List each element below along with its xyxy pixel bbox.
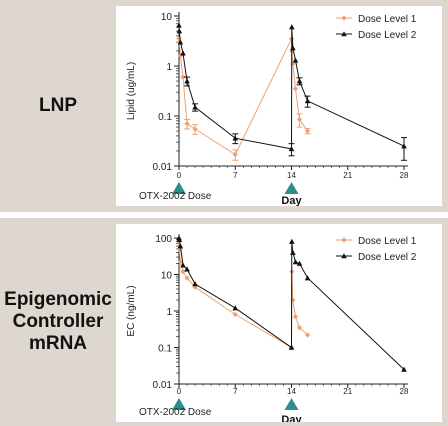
- dose-marker-icon: [284, 182, 299, 194]
- chart-panel-ec: 0.01 0.1 1 10 100 0 7 14 21 28 EC (ng/mL) Day OTX-20…: [116, 224, 442, 422]
- legend-label: Dose Level 2: [358, 30, 417, 41]
- data-point: [296, 78, 303, 84]
- data-point: [177, 39, 184, 45]
- data-point: [292, 57, 299, 63]
- data-point: [177, 243, 184, 249]
- data-point: [290, 45, 296, 51]
- data-point: [184, 266, 190, 272]
- y-tick-label: 100: [155, 234, 172, 245]
- data-point: [176, 28, 183, 34]
- data-point: [184, 275, 190, 281]
- legend-swatch-marker: [341, 31, 347, 37]
- y-tick-label: 0.1: [158, 112, 172, 123]
- data-point: [288, 146, 295, 152]
- legend-swatch-marker: [341, 237, 347, 243]
- legend-label: Dose Level 1: [358, 236, 417, 247]
- x-tick-label: 14: [287, 171, 296, 180]
- data-point: [176, 22, 182, 28]
- data-point: [184, 121, 190, 127]
- x-tick-label: 7: [233, 387, 238, 396]
- panel-band-ec: Epigenomic Controller mRNA 0.01 0.1 1 10 100…: [0, 218, 448, 426]
- series-line-1: [178, 38, 309, 156]
- data-point: [289, 24, 295, 30]
- x-tick-label: 0: [177, 171, 182, 180]
- dose-marker-icon: [172, 398, 186, 410]
- data-point: [401, 143, 407, 149]
- data-point: [290, 297, 296, 303]
- y-tick-label: 10: [161, 12, 173, 23]
- y-tick-label: 0.1: [158, 344, 172, 355]
- data-point: [401, 366, 407, 372]
- y-tick-label: 10: [161, 271, 173, 282]
- x-tick-label: 14: [287, 387, 296, 396]
- data-point: [292, 314, 299, 320]
- y-tick-label: 0.01: [153, 380, 173, 391]
- data-point: [180, 74, 186, 80]
- x-axis-label: Day: [281, 414, 302, 422]
- x-tick-label: 28: [400, 387, 409, 396]
- data-point: [180, 262, 186, 268]
- data-point: [176, 236, 183, 242]
- data-point: [232, 151, 238, 158]
- x-tick-label: 7: [233, 171, 238, 180]
- y-tick-label: 1: [166, 307, 172, 318]
- series-line-1: [178, 241, 308, 349]
- data-point: [289, 238, 295, 244]
- dose-marker-icon: [284, 398, 299, 410]
- data-point: [180, 269, 186, 275]
- lipid-chart: 0.01 0.1 1 10 0 7 14 21 28 Lipid (ug/mL) Day OTX-20…: [126, 12, 417, 206]
- data-point: [192, 104, 198, 110]
- x-tick-label: 21: [343, 171, 352, 180]
- dose-label: OTX-2002 Dose: [139, 191, 212, 202]
- chart-panel-lnp: 0.01 0.1 1 10 0 7 14 21 28 Lipid (ug/mL) Day OTX-20…: [116, 6, 442, 206]
- data-point: [176, 36, 182, 42]
- y-axis-label: Lipid (ug/mL): [126, 62, 137, 120]
- data-point: [184, 78, 190, 84]
- data-point: [292, 86, 299, 92]
- legend-label: Dose Level 2: [358, 252, 417, 263]
- data-point: [232, 305, 239, 311]
- y-tick-label: 1: [166, 62, 172, 73]
- data-point: [296, 260, 303, 266]
- dose-marker-icon: [172, 182, 186, 194]
- y-tick-label: 0.01: [153, 162, 173, 173]
- dose-label: OTX-2002 Dose: [139, 407, 212, 418]
- row-label-ec: Epigenomic Controller mRNA: [4, 289, 112, 354]
- y-axis-label: EC (ng/mL): [126, 285, 137, 336]
- data-point: [192, 281, 198, 287]
- data-point: [290, 249, 296, 255]
- data-point: [192, 126, 198, 132]
- legend-swatch-marker: [341, 15, 347, 21]
- data-point: [304, 98, 311, 104]
- data-point: [288, 344, 295, 350]
- ec-chart: 0.01 0.1 1 10 100 0 7 14 21 28 EC (ng/mL) Day OTX-20…: [126, 234, 417, 422]
- legend-swatch-marker: [341, 253, 347, 259]
- data-point: [304, 275, 311, 281]
- x-tick-label: 0: [177, 387, 182, 396]
- series-line-2: [178, 25, 405, 150]
- row-label-lnp: LNP: [39, 95, 77, 116]
- x-axis-label: Day: [281, 195, 302, 206]
- x-tick-label: 21: [343, 387, 352, 396]
- data-point: [296, 116, 303, 123]
- panel-band-lnp: LNP 0.01 0.1 1 10 0 7 14 21 28 Lipid (ug/mL) Day OT…: [0, 0, 448, 212]
- data-point: [180, 50, 186, 56]
- data-point: [232, 135, 239, 141]
- legend-label: Dose Level 1: [358, 14, 417, 25]
- data-point: [292, 259, 299, 265]
- x-tick-label: 28: [400, 171, 409, 180]
